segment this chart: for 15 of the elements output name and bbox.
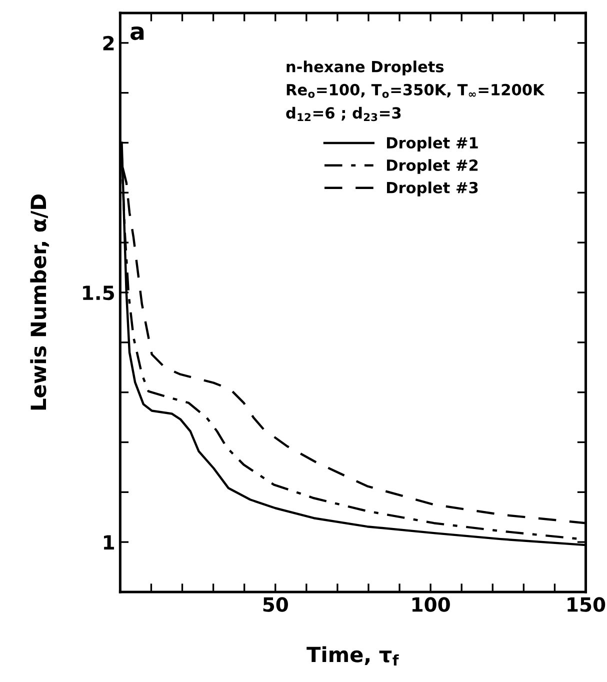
y-tick-label: 1.5 — [83, 286, 114, 300]
annotation: Re$_{o}$=100, T$_{o}$=350K, T$_{∞}$=1200K — [286, 84, 545, 98]
x-tick-label: 50 — [263, 597, 288, 612]
x-axis-title: Time, τ$_{f}$ — [306, 646, 399, 666]
legend-label: Droplet #3 — [386, 182, 478, 196]
annotation: d$_{12}$=6 ; d$_{23}$=3 — [286, 106, 401, 122]
annotation: a — [130, 26, 144, 40]
annotation: n-hexane Droplets — [286, 60, 444, 76]
x-tick-label: 100 — [412, 597, 450, 612]
y-axis-title: Lewis Number, α/D — [30, 194, 49, 410]
legend-label: Droplet #2 — [386, 159, 478, 174]
y-tick-label: 2 — [103, 36, 114, 50]
legend-label: Droplet #1 — [386, 136, 478, 152]
y-tick-label: 1 — [104, 535, 114, 550]
x-tick-label: 150 — [568, 597, 606, 612]
